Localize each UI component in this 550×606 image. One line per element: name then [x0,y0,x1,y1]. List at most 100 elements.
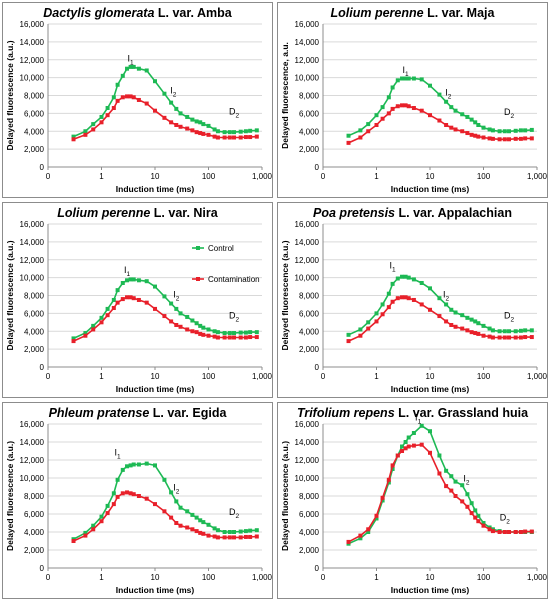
data-point-control [469,501,474,506]
data-point-contamination [437,118,442,123]
data-point-control [190,117,195,122]
data-point-contamination [406,296,411,301]
data-point-control [194,119,199,124]
data-point-control [411,277,416,282]
data-point-control [99,315,104,320]
data-point-control [71,134,76,139]
data-point-contamination [144,300,149,305]
data-point-contamination [481,523,486,528]
data-point-control [437,296,442,301]
data-point-contamination [120,95,125,100]
data-point-control [136,278,141,283]
chart-title-variety: L. var. Grassland huia [395,406,529,420]
x-tick-label: 1 [374,172,379,181]
data-point-contamination [91,127,96,132]
y-tick-label: 6,000 [299,309,320,318]
data-point-contamination [374,319,379,324]
data-point-control [437,92,442,97]
data-point-control [487,127,492,132]
data-point-control [453,108,458,113]
data-point-contamination [243,534,248,539]
data-point-control [136,66,141,71]
data-point-contamination [390,299,395,304]
data-point-contamination [481,333,486,338]
data-point-contamination [222,335,227,340]
y-tick-label: 12,000 [295,256,320,265]
y-axis-title: Delayed fluorescence (a.u.) [5,441,15,551]
data-point-control [83,530,88,535]
data-point-contamination [111,106,116,111]
data-point-control [460,313,465,318]
data-point-control [395,276,400,281]
data-point-control [254,528,259,533]
data-point-contamination [111,502,116,507]
data-point-contamination [400,295,405,300]
data-point-control [115,82,120,87]
y-tick-label: 0 [315,564,320,573]
data-point-contamination [153,108,157,113]
data-point-contamination [190,128,195,133]
data-point-contamination [380,312,385,317]
data-point-control [190,512,195,517]
data-point-contamination [366,527,371,532]
data-point-contamination [428,113,432,118]
data-point-control [153,79,157,84]
data-point-contamination [99,120,104,125]
x-tick-label: 10 [426,172,435,181]
data-point-contamination [518,530,523,534]
data-point-control [490,128,495,133]
peak-label-sub: 1 [126,271,130,278]
data-point-contamination [215,535,220,540]
data-point-contamination [374,122,379,127]
y-tick-label: 8,000 [299,92,320,101]
data-point-control [131,462,136,467]
data-point-contamination [105,511,110,516]
y-tick-label: 14,000 [295,38,320,47]
data-point-contamination [194,529,199,534]
data-point-contamination [169,515,174,520]
x-tick-label: 100 [202,372,216,381]
data-point-control [131,277,136,282]
data-point-control [523,328,528,333]
data-point-control [144,68,149,73]
data-point-control [390,281,395,286]
data-point-contamination [476,134,481,139]
peak-label-base: I [415,412,418,422]
data-point-control [248,128,253,133]
chart-title: Poa pretensis L. var. Appalachian [313,206,512,220]
data-point-control [529,328,534,333]
data-point-contamination [390,463,395,468]
peak-label-base: I [124,265,127,275]
data-point-control [212,127,217,132]
y-tick-label: 16,000 [20,20,45,29]
peak-label-base: D [500,512,507,522]
data-point-contamination [194,330,199,335]
data-point-contamination [487,334,492,339]
data-point-control [174,306,179,311]
data-point-control [206,522,211,527]
y-tick-label: 6,000 [299,510,320,519]
data-point-contamination [513,136,518,141]
data-point-contamination [358,533,363,538]
data-point-contamination [201,332,206,337]
data-point-contamination [497,137,502,142]
data-point-contamination [131,492,136,497]
data-point-contamination [232,335,237,340]
x-tick-label: 0 [321,573,326,582]
peak-label: D2 [504,107,515,120]
data-point-control [238,529,243,534]
data-point-contamination [460,499,465,504]
y-tick-label: 12,000 [295,456,320,465]
data-point-contamination [469,330,474,335]
data-point-contamination [128,94,133,99]
data-point-control [201,122,206,127]
data-point-control [111,491,116,496]
data-point-contamination [476,519,481,524]
data-point-contamination [444,319,449,324]
x-tick-label: 0 [46,372,51,381]
data-point-contamination [469,511,474,516]
data-point-control [212,526,217,531]
data-point-control [380,105,385,110]
chart-panel-1: Dactylis glomerata L. var. Amba 0 2,000 4,0… [2,2,273,198]
peak-label-base: I [115,448,118,458]
